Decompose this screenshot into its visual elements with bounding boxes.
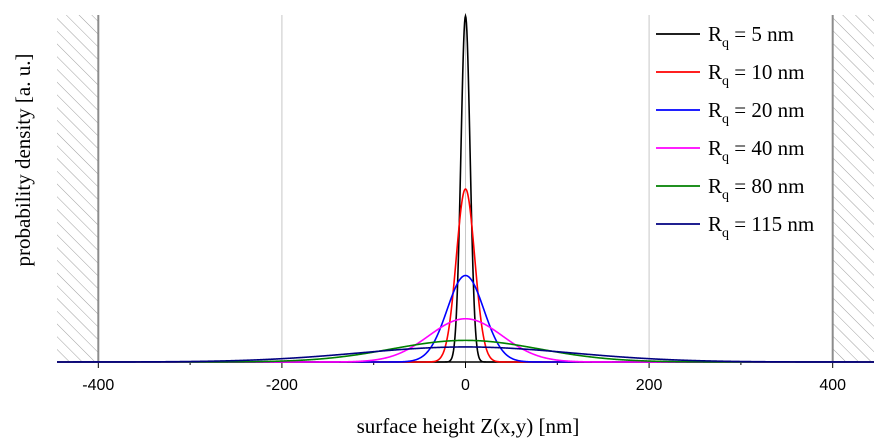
y-axis-title: probability density [a. u.]: [11, 54, 35, 267]
legend-label-rq-80: Rq = 80 nm: [708, 174, 804, 203]
hatched-region-0: [57, 15, 99, 362]
series-line-rq-115: [57, 346, 874, 363]
hatched-region-1: [832, 15, 874, 362]
x-tick-label--200: -200: [266, 377, 298, 394]
legend-label-rq-5: Rq = 5 nm: [708, 22, 794, 51]
legend-label-rq-40: Rq = 40 nm: [708, 136, 804, 165]
x-tick-label-200: 200: [636, 377, 663, 394]
legend-label-rq-115: Rq = 115 nm: [708, 212, 814, 241]
legend-label-rq-10: Rq = 10 nm: [708, 60, 804, 89]
x-tick-label-400: 400: [819, 377, 846, 394]
legend-label-rq-20: Rq = 20 nm: [708, 98, 804, 127]
x-axis-title: surface height Z(x,y) [nm]: [357, 414, 580, 438]
x-tick-label-0: 0: [461, 377, 470, 394]
x-tick-label--400: -400: [82, 377, 114, 394]
